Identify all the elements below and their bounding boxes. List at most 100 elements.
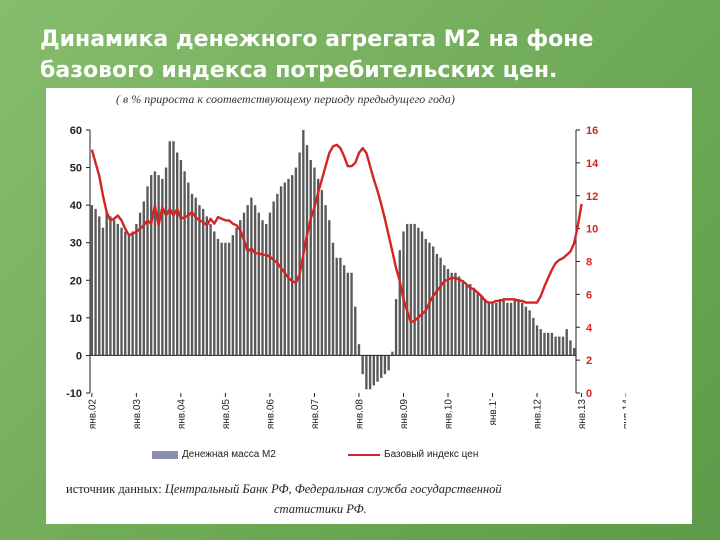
m2-bar [465,284,468,356]
m2-bar [335,257,338,356]
legend-item-cpi: Базовый индекс цен [348,449,478,460]
right-tick-label: 16 [586,125,598,137]
m2-bar [305,145,309,356]
left-tick-label: 30 [70,238,82,250]
m2-bar [472,287,476,356]
m2-bar [320,190,324,356]
m2-bar [431,246,435,356]
right-tick-label: 12 [586,191,598,203]
m2-bar [572,347,576,356]
m2-bar [372,355,375,386]
m2-bar [112,220,116,356]
m2-bar [331,242,335,356]
m2-bar [342,265,346,356]
m2-bar [528,310,531,356]
slide-title-line-2: базового индекса потребительских цен. [40,58,558,83]
slide-title: Динамика денежного агрегата М2 на фоне б… [40,24,690,86]
m2-bar [153,171,157,356]
m2-bar [376,355,379,382]
x-tick-label: янв.13 [577,399,588,430]
x-axis-group: янв.02 янв.03 янв.04 янв.05 янв.06 янв.07 янв.… [87,354,626,430]
m2-bar [242,212,246,356]
chart-subtitle: ( в % прироста к соответствующему период… [116,92,455,106]
m2-bar [227,242,231,356]
m2-bar [183,171,186,356]
m2-bar [383,355,387,375]
m2-bar [443,265,446,356]
m2-bar [513,299,516,356]
m2-bar [328,220,331,356]
m2-bar [532,317,535,356]
m2-bar [424,238,427,356]
m2-bar [261,220,264,356]
right-tick-label: 10 [586,224,598,236]
x-tick-label: янв.09 [399,399,410,430]
m2-bar [498,299,502,356]
m2-bar [131,231,134,356]
m2-bar [283,182,286,356]
m2-bar [302,130,305,356]
m2-bar [391,351,394,356]
m2-bar [124,231,127,356]
m2-bar [487,302,491,356]
m2-bar [265,223,268,356]
m2-bar [220,242,223,356]
x-tick-label: янв.10 [444,399,455,430]
m2-bar [543,332,546,356]
m2-bar [116,223,120,356]
m2-bar [413,223,416,356]
source-text-line-1: Центральный Банк РФ, Федеральная служба … [164,482,502,496]
cpi-line [90,143,583,324]
m2-bar [387,355,390,371]
left-tick-label: 20 [70,275,82,287]
m2-bar [539,329,542,356]
left-tick-label: -10 [66,388,82,400]
m2-bar [506,302,509,356]
m2-bar [175,152,179,356]
left-tick-label: 10 [70,313,82,325]
m2-bar [316,178,320,356]
x-tick-label: янв.02 [87,399,98,430]
m2-bar [120,227,123,356]
m2-bar [565,329,568,356]
m2-bar [554,336,557,356]
m2-bar [105,212,108,356]
m2-bar [346,272,350,356]
x-tick-label: янв.03 [132,399,143,430]
m2-bar [380,355,383,378]
m2-bar [309,160,312,356]
m2-bar [298,152,301,356]
m2-bar [168,141,171,356]
source-text-line-2: статистики РФ. [274,502,367,516]
legend-swatch-cpi [348,453,380,456]
m2-bar [231,235,235,356]
x-tick-label: янв.14 [622,399,626,430]
m2-bar [90,205,94,356]
x-tick-label: янв.1' [488,399,499,426]
m2-bar [357,344,361,356]
x-tick-label: янв.12 [533,399,544,430]
m2-bar [194,197,197,356]
m2-bar [250,197,253,356]
m2-bar [198,205,201,356]
m2-bar [450,272,453,356]
m2-bar [146,186,149,356]
m2-bar [246,205,249,356]
m2-bar [439,257,442,356]
m2-bar [279,186,283,356]
m2-bar [150,175,153,356]
m2-bar [368,355,372,390]
m2-bar [558,336,561,356]
m2-bar [454,272,457,356]
m2-bar [502,299,505,356]
m2-bar [216,238,220,356]
left-tick-label: 60 [70,125,82,137]
m2-bar [476,291,479,356]
m2-bar [339,257,342,356]
m2-bar [287,178,290,356]
m2-bar [179,160,183,356]
m2-bar [398,250,401,356]
m2-bar [190,193,194,356]
m2-bar [521,302,524,356]
slide-title-line-1: Динамика денежного агрегата М2 на фоне [40,27,594,52]
